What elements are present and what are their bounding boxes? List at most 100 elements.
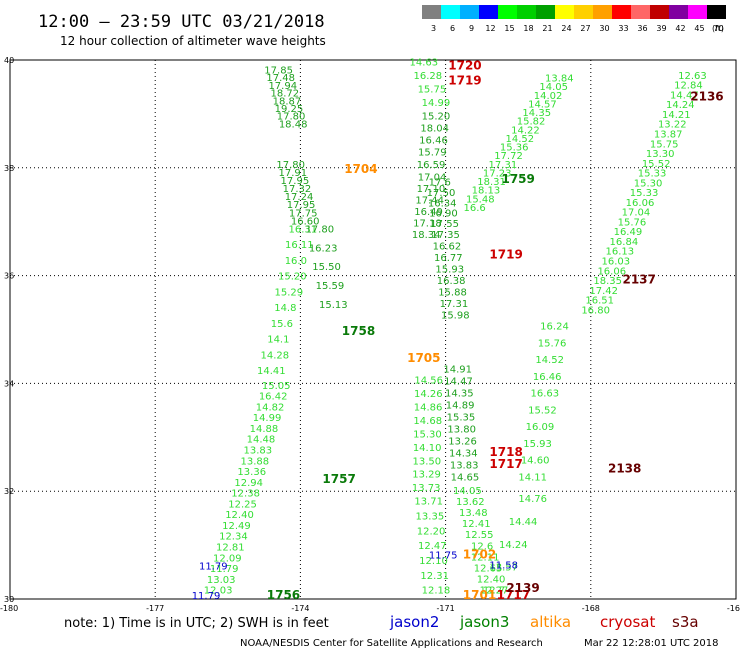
swh-value: 14.76 [518, 494, 547, 505]
swh-value: 17.95 [281, 176, 310, 187]
scale-swatch [612, 5, 631, 19]
swh-value: 11.79 [199, 561, 228, 572]
swh-value: 18.31 [477, 177, 506, 188]
swh-value: 13.36 [237, 467, 266, 478]
swh-value: 14.44 [509, 517, 538, 528]
scale-swatch [441, 5, 460, 19]
scale-value: 9 [469, 24, 474, 33]
pass-time-label: 1717 [497, 588, 530, 602]
swh-value: 16.06 [626, 198, 655, 209]
swh-value: 14.05 [539, 82, 568, 93]
swh-value: 13.80 [447, 425, 476, 436]
satellite-jason3: jason3 [459, 613, 509, 631]
swh-value: 16.80 [581, 305, 610, 316]
swh-value: 16.38 [437, 276, 466, 287]
swh-value: 12.03 [204, 586, 233, 597]
swh-value: 16.51 [585, 296, 614, 307]
track-r: 12.6312.8414.4714.2414.2113.2213.8715.75… [581, 71, 706, 316]
scale-swatch [498, 5, 517, 19]
swh-value: 15.20 [278, 272, 307, 283]
scale-value: 36 [637, 24, 647, 33]
track-o: 13.8414.0514.0214.5714.3515.8214.2214.52… [464, 74, 574, 214]
swh-value: 15.93 [435, 265, 464, 276]
chart-title: 12:00 – 23:59 UTC 03/21/2018 [38, 12, 325, 32]
swh-value: 14.41 [257, 366, 286, 377]
swh-value: 15.48 [466, 194, 495, 205]
scale-value: 33 [618, 24, 628, 33]
pass-time-label: 1704 [344, 162, 377, 176]
swh-value: 14.48 [247, 435, 276, 446]
track-c: 16.31 16.11 16.0 15.20 15.29 14.8 15.6 14.1 14.2… [257, 224, 317, 377]
swh-value: 12.34 [219, 532, 248, 543]
swh-value: 13.26 [448, 436, 477, 447]
swh-value: 14.35 [522, 108, 551, 119]
swh-value: 15.36 [500, 143, 529, 154]
swh-value: 15.76 [538, 338, 567, 349]
swh-value: 18.48 [279, 119, 308, 130]
swh-value: 13.73 [412, 483, 441, 494]
swh-value: 16.42 [259, 392, 288, 403]
swh-value: 12.40 [477, 575, 506, 586]
swh-value: 19.25 [275, 104, 304, 115]
satellite-jason2: jason2 [389, 613, 439, 631]
swh-value: 17.32 [283, 184, 312, 195]
swh-value: 13.35 [416, 511, 445, 522]
swh-value: 12.81 [216, 542, 245, 553]
swh-value: 14.8 [274, 303, 296, 314]
swh-value: 17.10 [417, 184, 446, 195]
swh-value: 15.30 [413, 429, 442, 440]
scale-value: 15 [504, 24, 514, 33]
swh-value: 12.18 [422, 586, 451, 597]
swh-value: 11.58 [489, 560, 518, 571]
swh-value: 17.48 [266, 73, 295, 84]
swh-value: 17.95 [287, 200, 316, 211]
swh-value: 14.63 [409, 57, 438, 68]
pass-time-label: 1718 [489, 445, 522, 459]
scale-value: 42 [675, 24, 685, 33]
y-tick-label: 32 [4, 487, 14, 496]
swh-value: 14.52 [505, 134, 534, 145]
swh-value: 14.57 [528, 99, 557, 110]
pass-time-label: 1702 [463, 548, 496, 562]
swh-value: 12.40 [225, 510, 254, 521]
swh-value: 17.23 [483, 168, 512, 179]
swh-value: 16.62 [433, 241, 462, 252]
swh-value: 12.65 [474, 563, 503, 574]
swh-value: 14.88 [250, 424, 279, 435]
swh-value: 16.63 [530, 389, 559, 400]
plot-frame [9, 59, 737, 600]
pass-time-label: 1720 [448, 59, 481, 73]
swh-value: 17.04 [418, 173, 447, 184]
pass-time-label: 1701 [463, 588, 496, 602]
track-d: 15.0516.4214.8214.9914.8814.4813.8313.88… [204, 381, 291, 597]
swh-value: 13.88 [240, 456, 269, 467]
swh-value: 12.6 [471, 541, 493, 552]
swh-value: 12.11 [471, 552, 500, 563]
y-tick-label: 36 [4, 272, 14, 281]
scale-value: 45 [694, 24, 704, 33]
satellite-s3a: s3a [672, 613, 699, 631]
swh-value: 12.09 [213, 553, 242, 564]
footer-credit: NOAA/NESDIS Center for Satellite Applica… [240, 638, 543, 649]
swh-value: 16.0 [285, 256, 307, 267]
swh-value: 15.35 [447, 413, 476, 424]
pass-time-label: 2136 [690, 89, 723, 103]
swh-value: 12.63 [678, 71, 707, 82]
swh-value: 14.60 [521, 456, 550, 467]
chart-marks: 17.8517.4817.9418.7218.8719.2517.8018.48… [192, 57, 724, 602]
scale-swatch [650, 5, 669, 19]
swh-value: 12.55 [465, 530, 494, 541]
swh-value: 16.31 [288, 224, 317, 235]
swh-value: 14.52 [535, 355, 564, 366]
scale-swatch [707, 5, 726, 19]
swh-value: 17.55 [430, 219, 459, 230]
scale-value: 21 [542, 24, 552, 33]
swh-value: 15.76 [618, 217, 647, 228]
swh-value: 17.80 [276, 160, 305, 171]
pass-time-label: 2138 [608, 461, 641, 475]
swh-value: 14.1 [267, 335, 289, 346]
pass-time-label: 1719 [489, 247, 522, 261]
swh-value: 13.29 [412, 470, 441, 481]
swh-value: 14.91 [443, 365, 472, 376]
